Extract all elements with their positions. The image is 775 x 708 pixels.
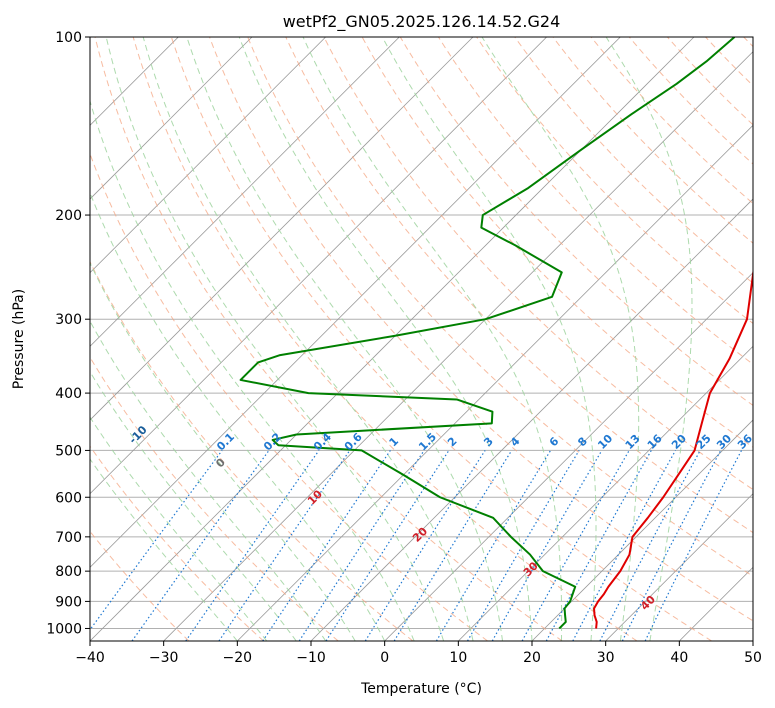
dry-adiabat	[170, 37, 712, 641]
moist-adiabat	[105, 37, 445, 641]
isotherm	[384, 272, 753, 641]
isotherm	[458, 345, 753, 641]
moist-adiabat	[90, 191, 386, 641]
x-tick-label: 40	[670, 650, 688, 666]
dry-adiabat	[90, 260, 414, 641]
moist-adiabat	[90, 458, 238, 641]
dry-adiabat	[628, 37, 753, 165]
moist-adiabat	[142, 37, 474, 641]
mixing-ratio-line	[364, 450, 486, 641]
mixing-ratio-line	[131, 450, 270, 641]
dry-adiabat	[94, 37, 563, 641]
dry-adiabat	[323, 37, 753, 491]
isotherm	[163, 51, 753, 641]
x-tick-label: −30	[149, 650, 179, 666]
dry-adiabat	[514, 37, 753, 284]
axes: −40 −30 −20 −10 0 10 20 30 40 50 100 200 300 400 500 60…	[46, 30, 762, 666]
y-tick-label: 400	[55, 386, 82, 402]
y-axis-label: Pressure (hPa)	[11, 289, 27, 389]
isotherm	[237, 124, 753, 641]
plot-frame	[89, 36, 754, 642]
background-lines	[90, 37, 753, 641]
isotherm	[90, 37, 326, 274]
x-axis-label: Temperature (°C)	[360, 681, 482, 697]
y-tick-label: 300	[55, 312, 82, 328]
y-tick-label: 700	[55, 530, 82, 546]
moist-adiabat	[90, 416, 268, 641]
moist-adiabat	[605, 37, 693, 641]
dry-adiabat	[399, 37, 753, 407]
mixing-ratio-line	[325, 450, 450, 641]
dry-adiabat	[476, 37, 753, 325]
y-tick-label: 500	[55, 443, 82, 459]
moist-adiabat	[90, 261, 356, 641]
plot-area: 0.10.20.40.611.52346810131620253036-100-…	[90, 37, 753, 641]
mixing-ratio-line	[491, 450, 603, 641]
isotherm	[90, 37, 253, 200]
mixing-ratio-line	[393, 450, 513, 641]
x-tick-label: 10	[449, 650, 467, 666]
isotherm	[90, 37, 695, 641]
dry-adiabat	[90, 445, 264, 641]
y-tick-label: 100	[55, 30, 82, 46]
y-tick-label: 900	[55, 594, 82, 610]
mixing-ratio-line	[572, 450, 677, 641]
x-tick-label: 20	[523, 650, 541, 666]
sounding-profiles	[239, 37, 753, 630]
mixing-ratio-line	[466, 450, 580, 641]
dry-adiabat	[590, 37, 753, 205]
dewpoint-profile	[239, 37, 736, 630]
y-tick-label: 200	[55, 208, 82, 224]
mixing-ratio-line	[218, 450, 351, 641]
moist-adiabat	[90, 99, 415, 641]
moist-adiabat	[302, 37, 563, 641]
moist-adiabat	[90, 320, 327, 641]
mixing-ratio-line	[435, 450, 552, 641]
isotherm	[90, 37, 474, 421]
x-tick-label: 30	[597, 650, 615, 666]
isotherm	[90, 37, 621, 568]
moist-adiabat	[381, 37, 597, 641]
mixing-ratio-line	[521, 450, 630, 641]
y-tick-label: 800	[55, 564, 82, 580]
isotherm	[605, 493, 753, 641]
x-tick-label: 50	[744, 650, 762, 666]
temperature-profile	[593, 268, 753, 629]
moist-adiabat	[481, 37, 640, 641]
mixing-ratio-line	[545, 450, 652, 641]
dry-adiabat	[247, 37, 753, 577]
moist-adiabat	[90, 370, 297, 641]
x-tick-label: −40	[75, 650, 105, 666]
chart-title: wetPf2_GN05.2025.126.14.52.G24	[283, 12, 561, 32]
x-tick-label: 0	[380, 650, 389, 666]
moist-adiabat	[238, 37, 533, 641]
dry-adiabat	[132, 37, 638, 641]
isotherm	[90, 37, 547, 495]
dry-adiabat	[361, 37, 753, 448]
y-tick-label: 1000	[46, 621, 82, 637]
mixing-ratio-line	[90, 450, 223, 631]
x-tick-label: −20	[223, 650, 253, 666]
isotherm	[90, 37, 400, 347]
moist-adiabat	[186, 37, 504, 641]
x-tick-label: −10	[296, 650, 326, 666]
y-tick-label: 600	[55, 490, 82, 506]
